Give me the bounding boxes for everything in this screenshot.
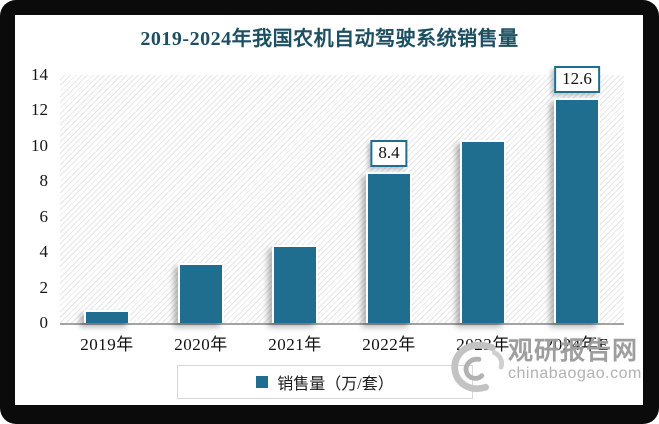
- y-tick-label: 4: [39, 242, 49, 262]
- legend: 销售量（万/套）: [177, 365, 473, 399]
- chart-bar-2020年: [178, 262, 224, 323]
- y-tick-label: 14: [31, 65, 48, 84]
- chart-bar-2024年E: [554, 97, 600, 323]
- plot-area: [60, 75, 624, 325]
- chart-bar-2023年: [460, 140, 506, 323]
- y-tick-label: 2: [39, 277, 49, 297]
- chart-bar-2019年: [84, 310, 130, 323]
- chart-bar-2022年: [366, 172, 412, 323]
- x-tick-label: 2023年: [456, 335, 510, 354]
- y-tick-label: 6: [39, 206, 49, 226]
- x-tick-label: 2022年: [362, 335, 416, 354]
- y-tick-label: 0: [39, 313, 49, 332]
- y-tick-label: 12: [31, 100, 48, 120]
- legend-label: 销售量（万/套）: [277, 376, 394, 393]
- x-tick-label: 2021年: [268, 335, 322, 354]
- x-tick-label: 2019年: [80, 335, 134, 354]
- x-tick-label: 2020年: [174, 335, 228, 354]
- y-tick-label: 10: [31, 135, 48, 155]
- legend-color-swatch: [256, 376, 269, 388]
- data-label-2022年: 8.4: [370, 140, 408, 168]
- x-tick-label: 2024年E: [544, 335, 610, 354]
- data-label-2024年E: 12.6: [554, 65, 600, 93]
- chart-bar-2021年: [272, 244, 318, 323]
- chart-title: 2019-2024年我国农机自动驾驶系统销售量: [140, 28, 519, 50]
- y-tick-label: 8: [39, 171, 49, 191]
